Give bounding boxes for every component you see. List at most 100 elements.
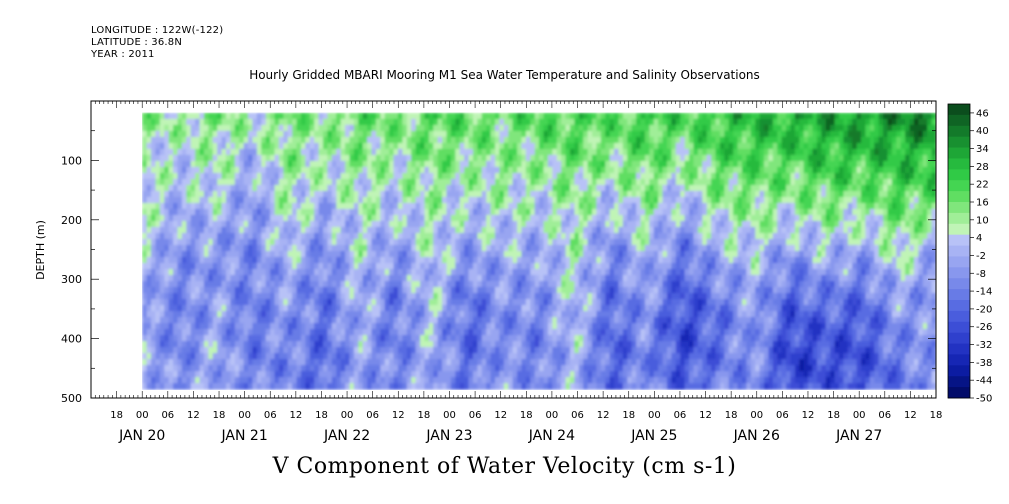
heatmap-cell [261,178,267,186]
heatmap-cell [340,196,346,204]
heatmap-cell [331,305,337,312]
heatmap-cell [384,383,390,390]
heatmap-cell [177,311,183,318]
heatmap-cell [618,202,624,210]
heatmap-cell [212,311,218,318]
heatmap-cell [256,178,262,186]
heatmap-cell [499,160,505,168]
heatmap-cell [459,160,465,168]
heatmap-cell [226,262,232,270]
heatmap-cell [221,214,227,222]
heatmap-cell [508,124,514,132]
heatmap-cell [362,178,368,186]
heatmap-cell [534,202,540,210]
heatmap-cell [239,317,245,324]
heatmap-cell [605,353,611,360]
heatmap-cell [525,281,531,288]
heatmap-cell [525,142,531,150]
heatmap-cell [490,160,496,168]
heatmap-cell [274,172,280,180]
heatmap-cell [256,256,262,264]
heatmap-cell [323,353,329,360]
heatmap-cell [530,311,536,318]
heatmap-cell [552,178,558,186]
heatmap-cell [389,377,395,384]
heatmap-cell [146,190,152,198]
heatmap-cell [234,196,240,204]
heatmap-cell [230,118,236,126]
heatmap-cell [486,293,492,300]
heatmap-cell [583,299,589,306]
heatmap-cell [331,124,337,132]
heatmap-cell [146,323,152,330]
heatmap-cell [340,323,346,330]
heatmap-cell [614,256,620,264]
heatmap-cell [547,208,553,216]
heatmap-cell [221,142,227,150]
heatmap-cell [384,208,390,216]
heatmap-cell [292,365,298,372]
heatmap-cell [318,112,324,120]
heatmap-cell [340,377,346,384]
heatmap-cell [472,299,478,306]
heatmap-cell [221,136,227,144]
heatmap-cell [190,238,196,246]
heatmap-cell [472,383,478,390]
heatmap-cell [406,214,412,222]
heatmap-cell [371,353,377,360]
heatmap-cell [600,124,606,132]
heatmap-cell [402,130,408,138]
heatmap-cell [226,329,232,336]
heatmap-cell [605,365,611,372]
heatmap-cell [362,118,368,126]
heatmap-cell [437,232,443,240]
heatmap-cell [146,341,152,348]
heatmap-cell [318,226,324,234]
heatmap-cell [508,190,514,198]
heatmap-cell [508,178,514,186]
heatmap-cell [433,220,439,228]
heatmap-cell [142,172,148,180]
heatmap-cell [256,238,262,246]
heatmap-cell [314,317,320,324]
heatmap-cell [203,256,209,264]
heatmap-cell [596,377,602,384]
heatmap-cell [314,196,320,204]
heatmap-cell [543,190,549,198]
heatmap-cell [393,311,399,318]
heatmap-cell [384,287,390,294]
heatmap-cell [331,226,337,234]
heatmap-cell [177,160,183,168]
heatmap-cell [230,305,236,312]
heatmap-cell [367,112,373,120]
heatmap-cell [583,311,589,318]
heatmap-cell [173,353,179,360]
heatmap-cell [561,214,567,222]
heatmap-cell [177,335,183,342]
heatmap-cell [556,208,562,216]
heatmap-cell [243,214,249,222]
heatmap-cell [561,244,567,252]
heatmap-cell [203,269,209,276]
heatmap-cell [477,329,483,336]
heatmap-cell [406,148,412,156]
heatmap-cell [283,299,289,306]
heatmap-cell [428,190,434,198]
heatmap-cell [455,347,461,354]
heatmap-cell [556,190,562,198]
heatmap-cell [261,293,267,300]
heatmap-cell [195,347,201,354]
heatmap-cell [539,317,545,324]
heatmap-cell [340,317,346,324]
heatmap-cell [252,232,258,240]
heatmap-cell [226,383,232,390]
heatmap-cell [481,244,487,252]
heatmap-cell [433,136,439,144]
heatmap-cell [318,214,324,222]
heatmap-cell [274,287,280,294]
heatmap-cell [583,112,589,120]
heatmap-cell [164,130,170,138]
heatmap-cell [142,118,148,126]
heatmap-cell [375,305,381,312]
heatmap-cell [283,130,289,138]
